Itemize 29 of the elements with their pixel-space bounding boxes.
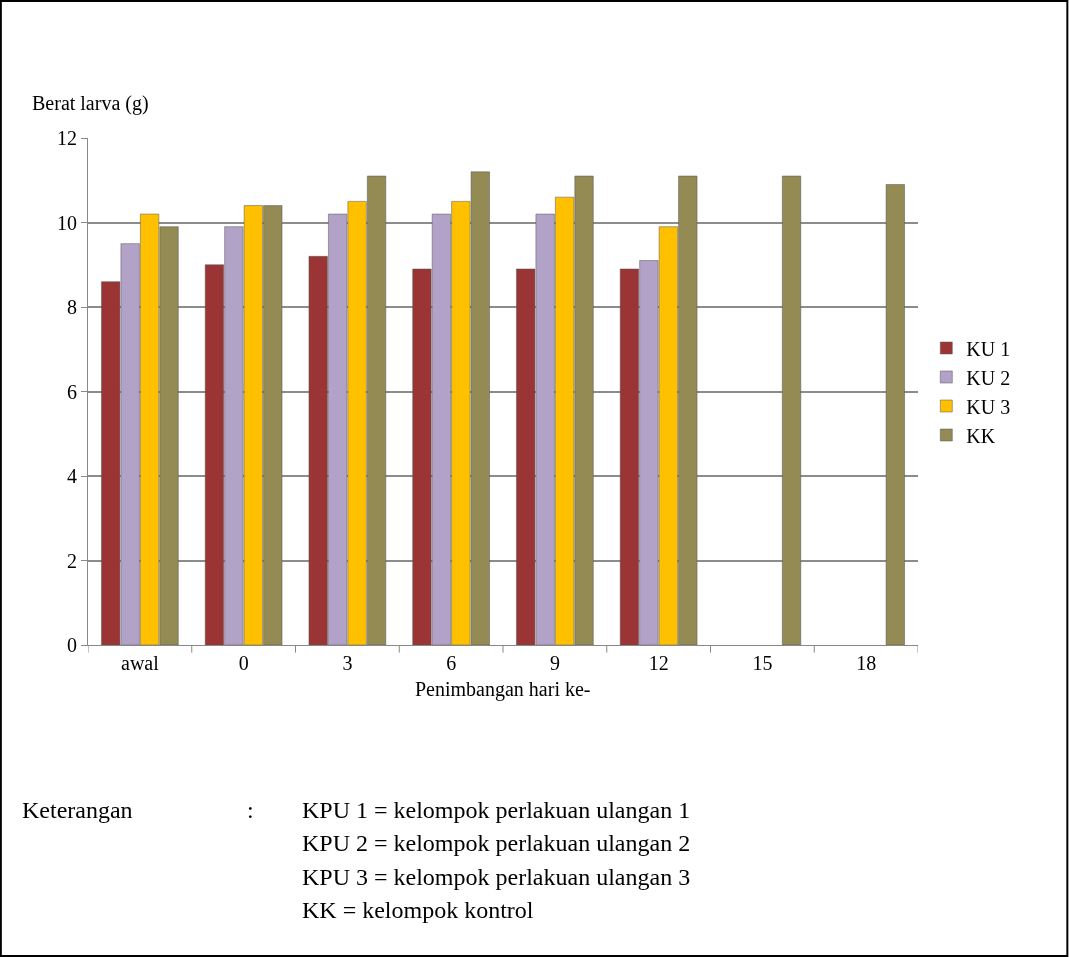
text: Keterangan [22,797,133,823]
x-axis-title: Penimbangan hari ke- [415,678,591,701]
y-tick-label: 4 [67,465,77,487]
x-tick-label: 15 [752,652,773,674]
text: KPU 1 = kelompok perlakuan ulangan 1 [302,797,691,823]
x-tick-label: 6 [446,652,457,674]
legend-label: KU 3 [966,395,1011,418]
y-tick-label: 10 [57,211,77,234]
bar [782,175,802,645]
text: KK = kelompok kontrol [302,897,534,923]
text: KPU 3 = kelompok perlakuan ulangan 3 [302,864,691,890]
y-tick-label: 6 [67,380,77,403]
x-tick-label: 18 [856,652,877,674]
text: KPU 2 = kelompok perlakuan ulangan 2 [302,830,691,856]
y-tick-label: 12 [57,127,77,149]
x-tick-label: 12 [648,652,669,674]
text: : [247,797,254,823]
y-tick-label: 0 [67,634,77,656]
x-tick-label: 9 [549,652,560,674]
x-tick-label: awal [121,652,160,674]
x-tick-label: 0 [238,652,249,674]
y-tick-label: 2 [67,549,77,572]
legend-label: KU 2 [966,366,1011,389]
legend-label: KU 1 [966,337,1011,360]
x-tick-label: 3 [342,652,353,674]
y-axis-title: Berat larva (g) [32,92,149,115]
legend-label: KK [966,424,996,447]
bar [885,184,905,645]
y-tick-label: 8 [67,296,77,318]
